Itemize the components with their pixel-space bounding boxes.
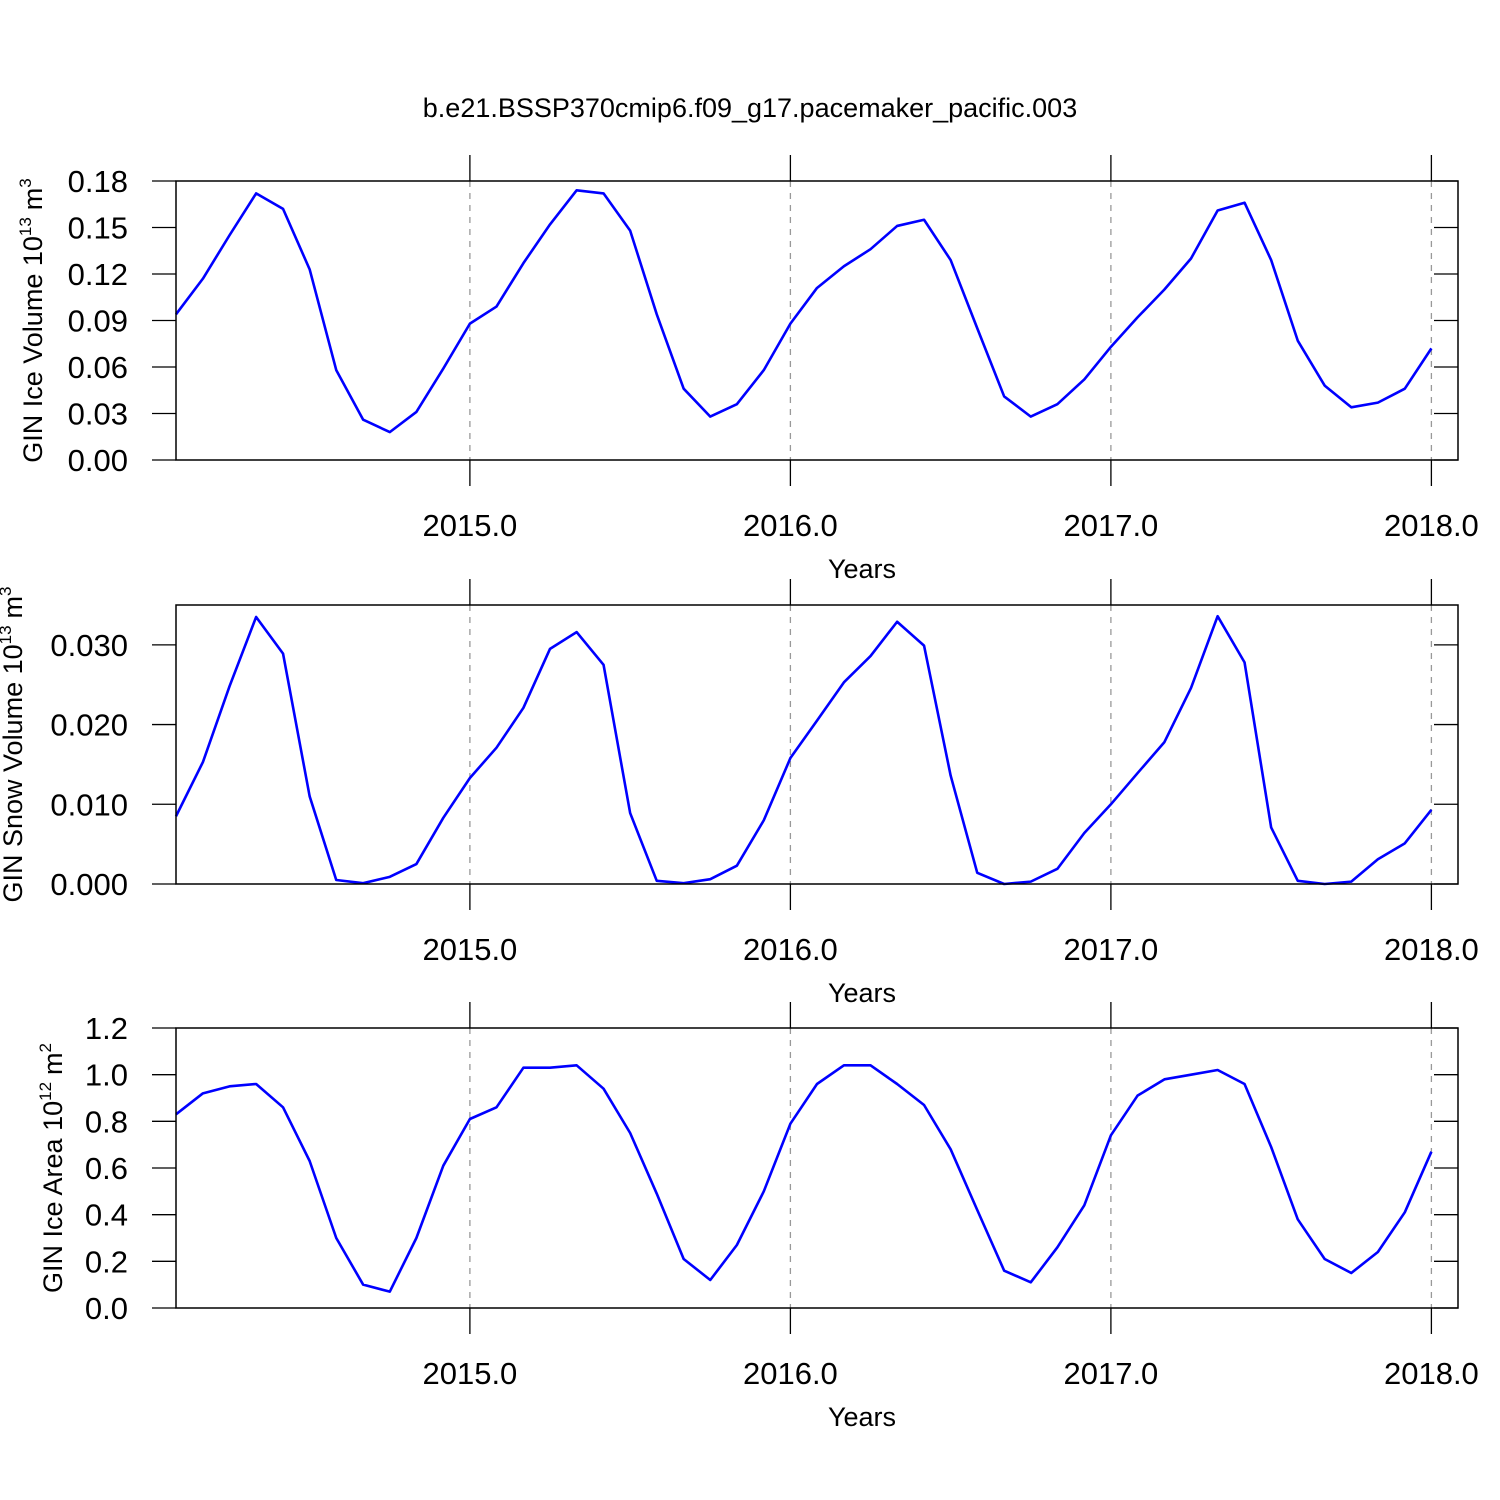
y-tick-label: 0.00 [68,443,128,478]
y-tick-label: 1.0 [85,1058,128,1093]
y-tick-label: 0.09 [68,304,128,339]
x-axis-label: Years [828,1402,896,1432]
y-tick-label: 0.18 [68,164,128,199]
chart-title: b.e21.BSSP370cmip6.f09_g17.pacemaker_pac… [423,93,1077,123]
plot-frame [175,1027,1459,1309]
y-label-unit: m [38,1052,68,1075]
y-tick-label: 0.03 [68,397,128,432]
x-tick-label: 2016.0 [743,1356,838,1391]
y-tick-label: 0.010 [50,787,128,822]
y-tick-label: 0.2 [85,1244,128,1279]
x-axis-label: Years [828,554,896,584]
x-tick-label: 2015.0 [422,508,517,543]
y-tick-label: 0.4 [85,1198,128,1233]
x-tick-label: 2015.0 [422,932,517,967]
plot-frame [175,604,1459,885]
x-tick-label: 2018.0 [1384,932,1479,967]
y-label-text: GIN Ice Volume 10 [18,236,48,463]
x-tick-label: 2016.0 [743,508,838,543]
x-axis-label: Years [828,978,896,1008]
y-label-unit: m [0,596,28,619]
data-line [175,1064,1433,1293]
y-tick-label: 0.8 [85,1104,128,1139]
y-tick-label: 0.12 [68,257,128,292]
y-label-power: 13 [0,625,15,644]
plot-frame [175,180,1459,461]
y-tick-label: 0.06 [68,350,128,385]
y-label-power: 12 [36,1082,55,1101]
y-tick-label: 1.2 [85,1011,128,1046]
y-label-unit-power: 2 [36,1043,55,1052]
x-tick-label: 2018.0 [1384,1356,1479,1391]
y-label-unit-power: 3 [0,586,15,595]
y-axis-label: GIN Snow Volume 1013 m3 [0,586,28,902]
y-tick-label: 0.030 [50,628,128,663]
y-tick-label: 0.0 [85,1291,128,1326]
y-label-power: 13 [16,217,35,236]
data-line [174,614,1433,886]
y-label-unit: m [18,188,48,211]
y-tick-label: 0.6 [85,1151,128,1186]
x-tick-label: 2016.0 [743,932,838,967]
y-label-text: GIN Ice Area 10 [38,1101,68,1293]
x-tick-label: 2018.0 [1384,508,1479,543]
y-axis-label: GIN Ice Area 1012 m2 [36,1043,68,1293]
y-label-unit-power: 3 [16,178,35,187]
y-axis-label: GIN Ice Volume 1013 m3 [16,178,48,463]
y-tick-label: 0.000 [50,867,128,902]
x-tick-label: 2017.0 [1063,508,1158,543]
x-tick-label: 2017.0 [1063,932,1158,967]
data-line [174,189,1433,434]
x-tick-label: 2017.0 [1063,1356,1158,1391]
y-tick-label: 0.15 [68,211,128,246]
y-label-text: GIN Snow Volume 10 [0,644,28,902]
x-tick-label: 2015.0 [422,1356,517,1391]
y-tick-label: 0.020 [50,708,128,743]
